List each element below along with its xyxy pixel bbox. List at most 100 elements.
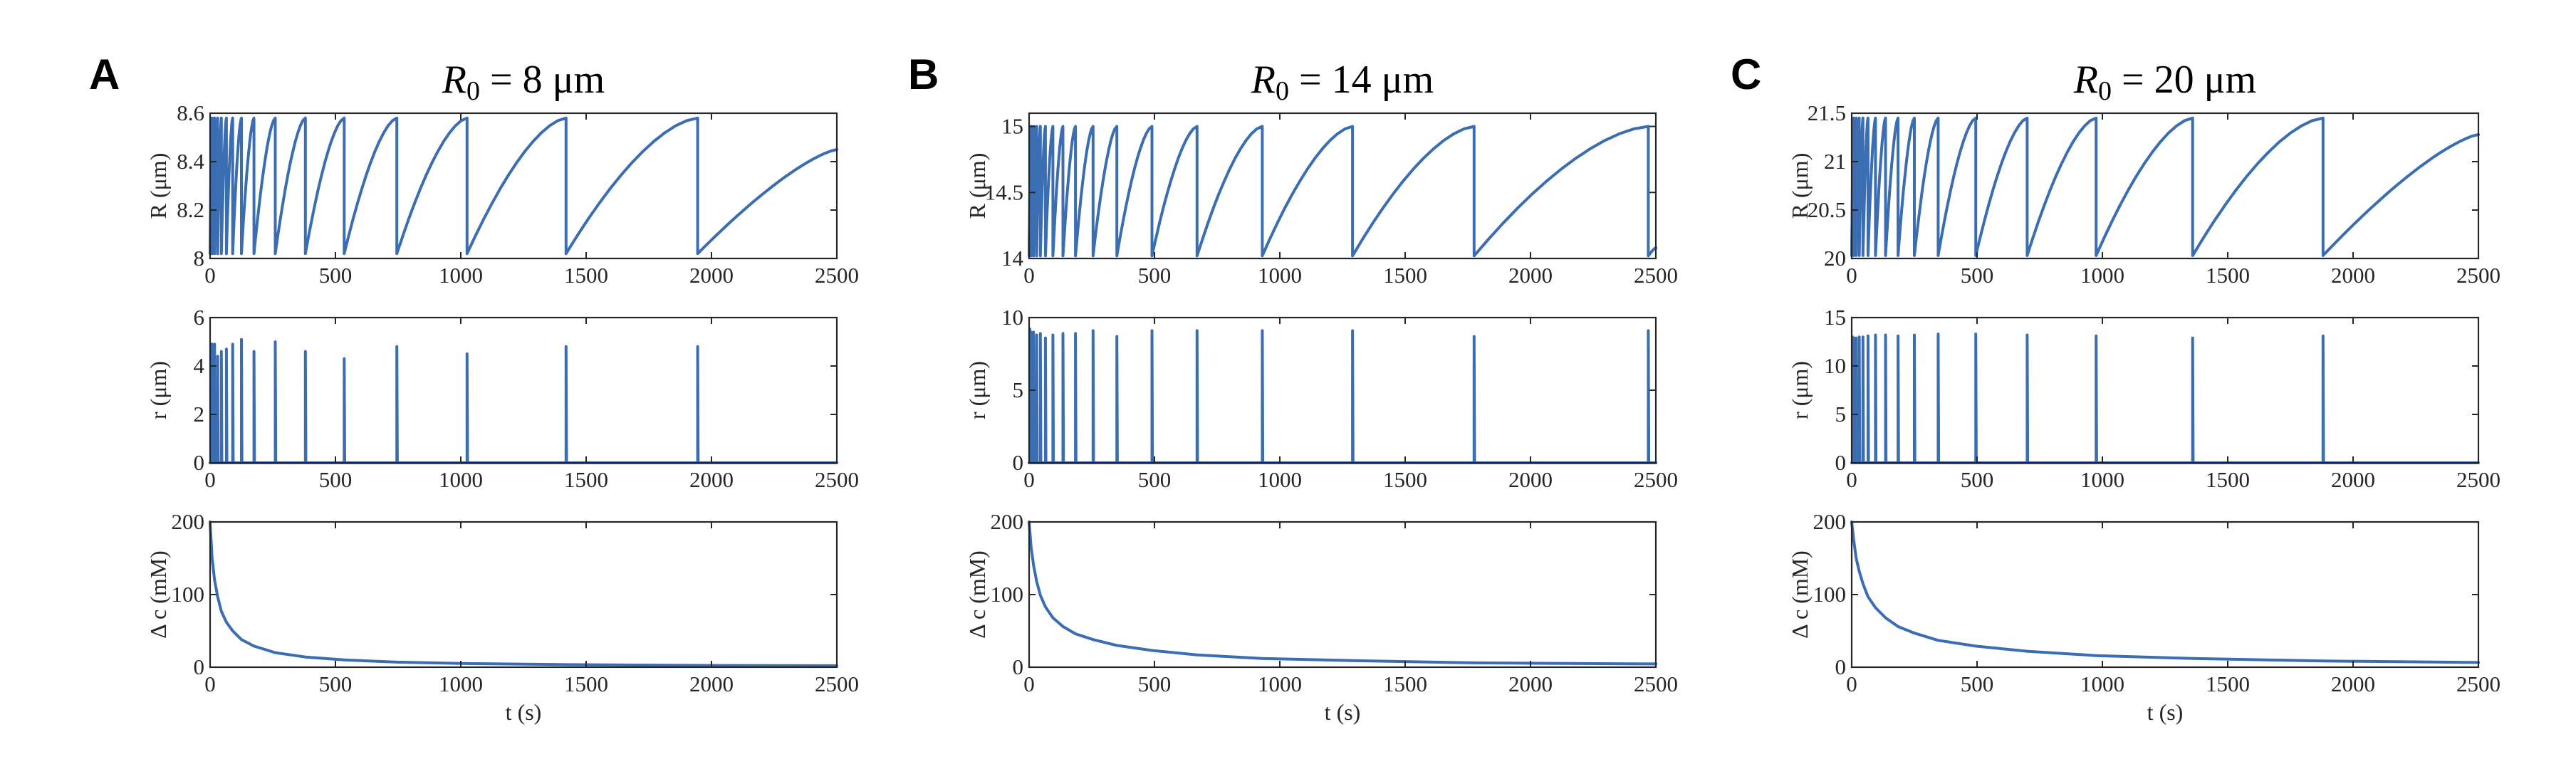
subplot-pore: 0 500 1000 1500 2000 2500 0 5 10 15 r (μm) xyxy=(1787,305,2501,492)
panel-letter: B xyxy=(908,51,939,98)
x-tick-label: 2000 xyxy=(2331,671,2375,696)
y-tick-label: 5 xyxy=(1013,377,1024,402)
panel-title: R0 = 20 μm xyxy=(2073,58,2256,106)
title-value: = 20 μm xyxy=(2112,58,2256,102)
series-line xyxy=(209,521,838,667)
y-tick-label: 10 xyxy=(1824,353,1846,378)
x-axis-label: t (s) xyxy=(2147,699,2184,725)
x-tick-label: 2000 xyxy=(2331,467,2375,492)
title-value: = 8 μm xyxy=(480,58,605,102)
x-tick-label: 0 xyxy=(1846,263,1857,288)
x-tick-label: 0 xyxy=(204,671,216,696)
title-subscript: 0 xyxy=(1276,76,1289,106)
x-tick-label: 0 xyxy=(1846,671,1857,696)
x-tick-label: 1500 xyxy=(2206,467,2250,492)
x-tick-label: 2000 xyxy=(689,263,734,288)
x-tick-label: 500 xyxy=(1138,263,1172,288)
x-tick-label: 1500 xyxy=(1383,263,1427,288)
axis-frame xyxy=(209,112,838,260)
x-tick-label: 2500 xyxy=(1634,467,1678,492)
y-tick-label: 8.6 xyxy=(177,100,204,125)
y-tick-label: 15 xyxy=(1001,114,1023,139)
y-tick-label: 4 xyxy=(194,353,205,378)
panel-a: A R0 = 8 μm0 500 1000 1500 2000 250088.28.48.6… xyxy=(89,51,859,725)
panel-title: R0 = 8 μm xyxy=(442,58,605,106)
x-tick-label: 1000 xyxy=(1258,263,1302,288)
x-tick-label: 1000 xyxy=(2080,671,2124,696)
x-tick-label: 1000 xyxy=(2080,467,2124,492)
y-tick-label: 100 xyxy=(991,582,1024,607)
axis-frame xyxy=(1850,316,2480,464)
x-tick-label: 2000 xyxy=(1508,671,1553,696)
y-tick-label: 6 xyxy=(194,305,205,330)
y-axis-label: R (μm) xyxy=(1787,153,1813,219)
x-tick-label: 500 xyxy=(319,467,353,492)
y-tick-label: 200 xyxy=(991,509,1024,534)
x-tick-label: 2500 xyxy=(815,671,859,696)
title-subscript: 0 xyxy=(2098,76,2112,106)
title-variable: R xyxy=(2073,58,2098,102)
x-tick-label: 0 xyxy=(204,467,216,492)
subplot-radius: 0 500 1000 1500 2000 2500 20 20.5 21 21.5 R (μm) xyxy=(1787,100,2501,288)
x-tick-label: 500 xyxy=(1138,467,1172,492)
title-variable: R xyxy=(1251,58,1276,102)
series-line xyxy=(1850,521,2480,664)
x-tick-label: 500 xyxy=(1138,671,1172,696)
x-tick-label: 1000 xyxy=(439,467,483,492)
x-tick-label: 500 xyxy=(1961,671,1994,696)
x-tick-label: 0 xyxy=(204,263,216,288)
y-tick-label: 5 xyxy=(1835,402,1847,427)
y-tick-label: 0 xyxy=(1835,450,1847,475)
x-tick-label: 1500 xyxy=(1383,671,1427,696)
axis-frame xyxy=(1850,521,2480,669)
x-tick-label: 1000 xyxy=(439,263,483,288)
series-line xyxy=(209,116,838,256)
series-line xyxy=(1850,333,2480,464)
x-tick-label: 2500 xyxy=(1634,671,1678,696)
x-tick-label: 1000 xyxy=(2080,263,2124,288)
x-tick-label: 0 xyxy=(1023,263,1035,288)
y-tick-label: 0 xyxy=(1013,450,1024,475)
panel-letter: A xyxy=(89,51,120,98)
x-tick-label: 0 xyxy=(1023,467,1035,492)
y-tick-label: 0 xyxy=(194,654,205,679)
title-subscript: 0 xyxy=(466,76,480,106)
x-tick-label: 0 xyxy=(1846,467,1857,492)
y-axis-label: R (μm) xyxy=(145,153,171,219)
axis-frame xyxy=(209,521,838,669)
panel-letter: C xyxy=(1731,51,1761,98)
title-value: = 14 μm xyxy=(1289,58,1434,102)
y-tick-label: 2 xyxy=(194,402,205,427)
axis-frame xyxy=(1028,112,1657,260)
x-tick-label: 2000 xyxy=(1508,263,1553,288)
series-line xyxy=(1028,521,1657,666)
y-tick-label: 200 xyxy=(172,509,205,534)
y-tick-label: 14 xyxy=(1001,246,1024,271)
y-axis-label: R (μm) xyxy=(964,153,990,219)
y-axis-label: Δ c (mM) xyxy=(1787,550,1813,639)
y-tick-label: 200 xyxy=(1813,509,1847,534)
x-tick-label: 2000 xyxy=(689,671,734,696)
series-line xyxy=(1028,125,1657,258)
x-tick-label: 1000 xyxy=(1258,671,1302,696)
y-axis-label: Δ c (mM) xyxy=(964,550,990,639)
subplot-pore: 0 500 1000 1500 2000 2500 0 2 4 6 r (μm) xyxy=(145,305,859,492)
x-tick-label: 2500 xyxy=(815,263,859,288)
y-tick-label: 8.2 xyxy=(177,197,204,222)
series-line xyxy=(1850,116,2480,257)
y-tick-label: 10 xyxy=(1001,305,1023,330)
y-tick-label: 8.4 xyxy=(177,149,204,174)
x-tick-label: 2500 xyxy=(2456,671,2501,696)
x-tick-label: 2000 xyxy=(2331,263,2375,288)
x-tick-label: 2000 xyxy=(1508,467,1553,492)
subplot-radius: 0 500 1000 1500 2000 2500 8 8.2 8.4 8.6 R (μm) xyxy=(145,100,859,288)
x-axis-label: t (s) xyxy=(1325,699,1361,725)
x-tick-label: 500 xyxy=(319,263,353,288)
panel-title: R0 = 14 μm xyxy=(1251,58,1434,106)
x-tick-label: 1500 xyxy=(2206,671,2250,696)
x-tick-label: 2500 xyxy=(1634,263,1678,288)
subplot-pore: 0 500 1000 1500 2000 2500 0 5 10 r (μm) xyxy=(964,305,1678,492)
